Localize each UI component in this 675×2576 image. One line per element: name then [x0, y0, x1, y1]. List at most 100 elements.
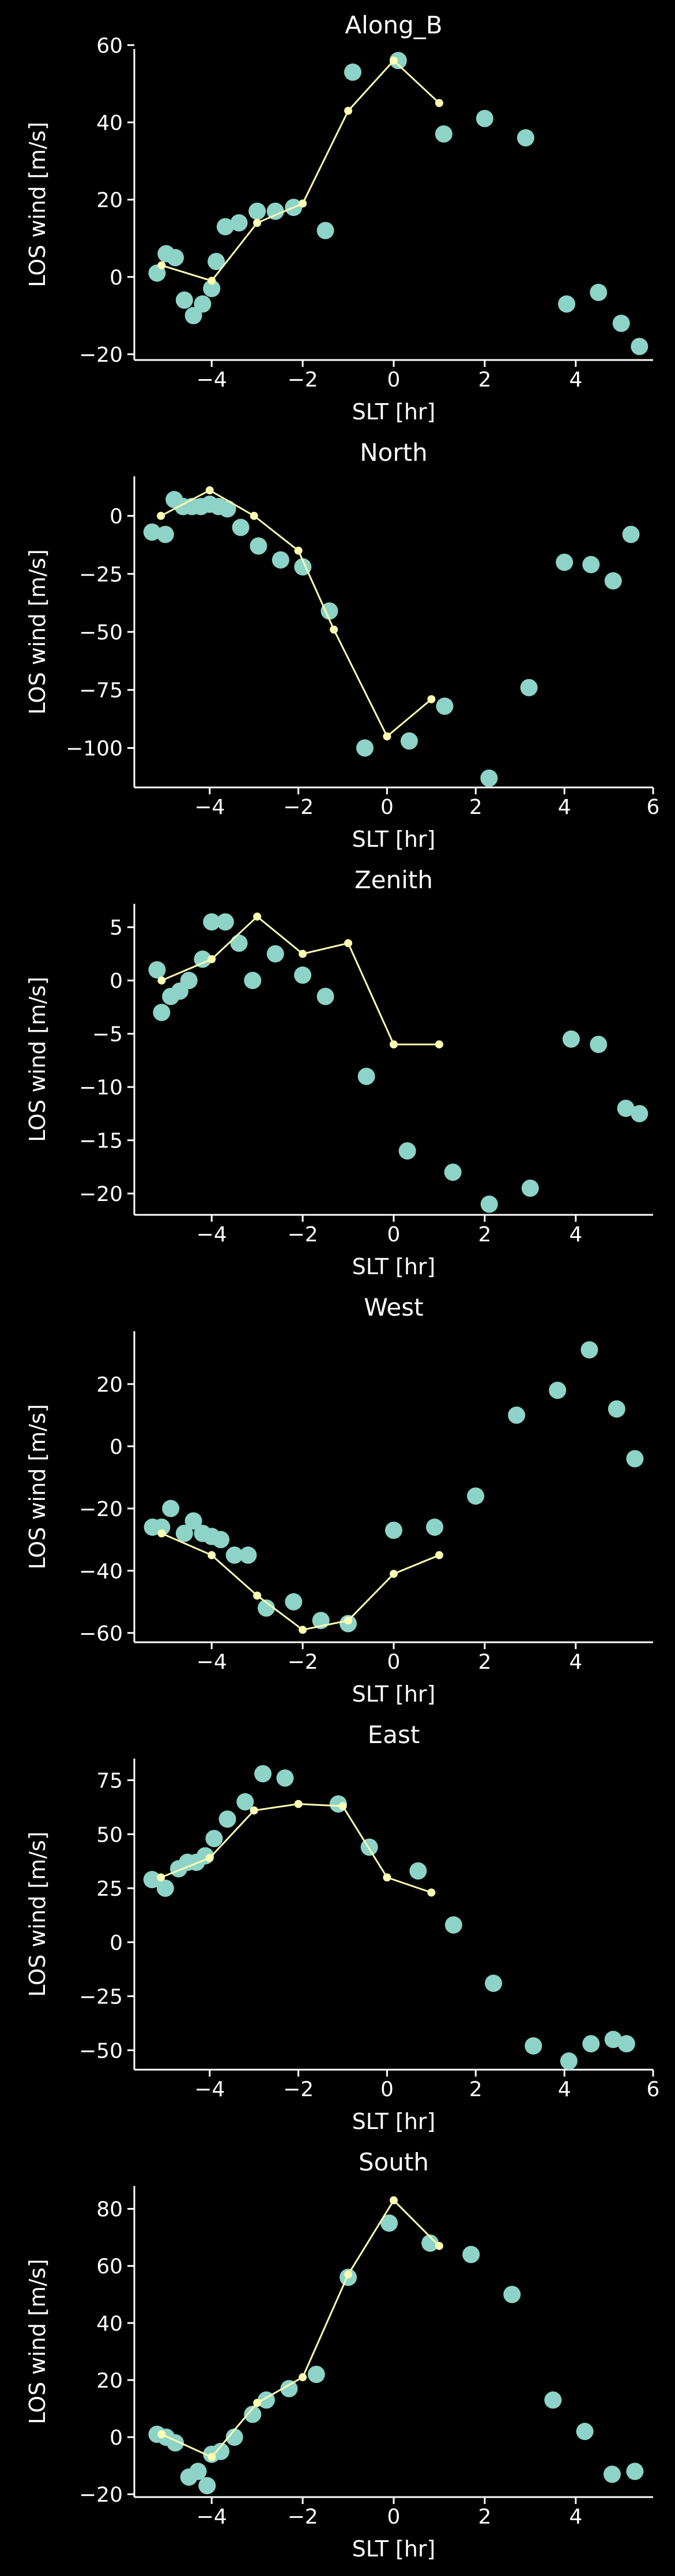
scatter-point — [389, 52, 407, 70]
chart-title: Along_B — [345, 11, 442, 39]
scatter-point — [257, 1599, 275, 1617]
scatter-point — [153, 1518, 171, 1536]
line-point — [435, 2242, 443, 2251]
scatter-point — [216, 218, 234, 236]
chart-panel-1: North −4 −2 0 2 4 6 −100 −75 −50 −25 0 SLT [hr] LOS w… — [25, 438, 659, 852]
x-tick-label: 6 — [647, 795, 660, 819]
scatter-point — [608, 1400, 625, 1418]
line-point — [344, 1616, 353, 1625]
x-tick-label: 2 — [478, 1223, 491, 1247]
scatter-point — [549, 1381, 567, 1399]
scatter-point — [254, 1765, 272, 1783]
chart-title: East — [368, 1721, 420, 1749]
scatter-point — [239, 1546, 257, 1564]
scatter-point — [212, 1531, 229, 1548]
y-tick-label: 80 — [96, 2198, 123, 2222]
scatter-point — [503, 2286, 521, 2304]
scatter-point — [604, 572, 622, 590]
scatter-point — [556, 554, 574, 571]
scatter-point — [167, 249, 184, 267]
scatter-point — [153, 1003, 171, 1021]
line-point — [383, 732, 391, 741]
y-tick-label: 0 — [110, 1435, 123, 1459]
scatter-point — [198, 2477, 216, 2495]
scatter-point — [344, 63, 361, 81]
line-point — [253, 912, 262, 921]
x-axis-label: SLT [hr] — [352, 1681, 436, 1707]
scatter-point — [285, 1593, 303, 1611]
line-point — [344, 939, 353, 948]
scatter-point — [320, 602, 338, 620]
y-tick-label: 75 — [96, 1770, 123, 1793]
x-tick-label: −2 — [288, 1650, 318, 1674]
y-tick-label: −75 — [79, 679, 123, 703]
chart-title: Zenith — [355, 866, 433, 894]
scatter-point — [626, 1450, 644, 1468]
line-point — [390, 2196, 398, 2204]
x-tick-label: 4 — [569, 1650, 582, 1674]
scatter-point — [203, 913, 221, 931]
line-point — [205, 1854, 214, 1862]
y-tick-label: −40 — [79, 1560, 123, 1584]
x-axis-label: SLT [hr] — [352, 827, 436, 852]
scatter-point — [421, 2234, 439, 2252]
scatter-point — [357, 1067, 375, 1085]
scatter-point — [508, 1406, 526, 1424]
scatter-point — [580, 1341, 598, 1359]
line-point — [250, 1806, 258, 1814]
x-tick-label: 2 — [469, 795, 482, 819]
line-point — [253, 2399, 262, 2407]
scatter-point — [603, 2465, 621, 2483]
scatter-point — [236, 1793, 254, 1810]
x-tick-label: 0 — [387, 2505, 401, 2529]
scatter-point — [560, 2052, 578, 2070]
scatter-point — [250, 537, 267, 555]
scatter-point — [360, 1838, 378, 1856]
x-axis-label: SLT [hr] — [352, 399, 436, 425]
x-tick-label: −4 — [197, 368, 227, 392]
line-point — [390, 1570, 398, 1578]
line-point — [157, 976, 166, 985]
scatter-point — [316, 987, 334, 1005]
line-point — [208, 276, 216, 285]
line-point — [208, 1551, 216, 1559]
scatter-point — [276, 1769, 294, 1787]
scatter-point — [266, 945, 284, 963]
x-tick-label: 4 — [569, 2505, 582, 2529]
line-point — [390, 56, 398, 65]
scatter-point — [307, 2365, 325, 2383]
y-tick-label: 0 — [110, 266, 123, 290]
x-tick-label: −2 — [283, 795, 314, 819]
scatter-point — [631, 1105, 648, 1123]
scatter-point — [244, 2405, 262, 2423]
scatter-point — [244, 972, 262, 990]
x-axis-label: SLT [hr] — [352, 1254, 436, 1279]
scatter-point — [218, 1810, 236, 1828]
line-point — [294, 1800, 303, 1808]
x-axis-label: SLT [hr] — [352, 2109, 436, 2134]
line-point — [157, 2430, 166, 2439]
scatter-point — [380, 2214, 398, 2232]
scatter-point — [409, 1862, 427, 1880]
y-tick-label: 40 — [96, 111, 123, 135]
x-tick-label: −4 — [197, 1650, 227, 1674]
scatter-point — [156, 1880, 174, 1897]
y-tick-label: 60 — [96, 34, 123, 58]
scatter-point — [271, 551, 289, 569]
y-tick-label: 0 — [110, 969, 123, 993]
scatter-point — [480, 769, 498, 787]
scatter-point — [230, 934, 248, 952]
x-tick-label: −4 — [194, 795, 225, 819]
scatter-point — [356, 739, 374, 757]
y-tick-label: 60 — [96, 2255, 123, 2279]
y-tick-label: 5 — [110, 916, 123, 940]
line-point — [253, 1592, 262, 1600]
line-point — [208, 955, 216, 964]
y-tick-label: −25 — [79, 1986, 123, 2009]
y-tick-label: −20 — [79, 2483, 123, 2507]
scatter-point — [143, 1871, 161, 1888]
line-point — [299, 1626, 307, 1634]
line-point — [205, 486, 214, 495]
